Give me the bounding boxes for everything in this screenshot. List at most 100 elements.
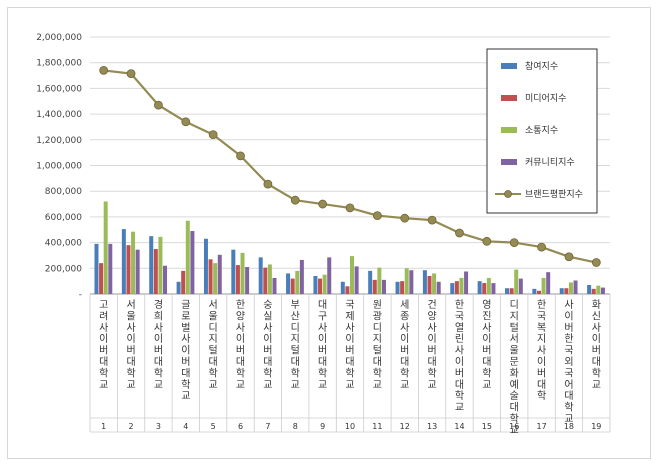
line-point: [537, 242, 546, 252]
bar: [518, 278, 523, 294]
category-index-label: 9: [320, 422, 325, 431]
legend-swatch-marker: [504, 190, 512, 198]
bar: [596, 285, 601, 294]
bar: [422, 270, 427, 294]
y-tick-label: 400,000: [45, 239, 82, 249]
category-index-label: 2: [129, 422, 134, 431]
bar: [381, 279, 386, 294]
bar: [568, 282, 573, 294]
y-tick-label: 1,000,000: [36, 162, 82, 172]
category-index-label: 10: [345, 422, 355, 431]
bar: [181, 270, 186, 294]
bar: [436, 281, 441, 294]
legend-label: 소통지수: [525, 125, 558, 136]
legend-label: 미디어지수: [525, 93, 566, 104]
bar: [587, 285, 592, 294]
bar: [345, 286, 350, 294]
category-index-label: 19: [591, 422, 601, 431]
line-point: [372, 211, 382, 221]
bar: [427, 276, 432, 294]
y-tick-label: 1,600,000: [36, 84, 82, 94]
bar: [240, 252, 245, 294]
bar: [404, 268, 409, 294]
line-point: [564, 252, 574, 262]
bar: [299, 259, 304, 294]
category-index-label: 18: [564, 422, 574, 431]
bar: [477, 281, 482, 294]
category-index-label: 17: [536, 422, 546, 431]
bar: [135, 249, 140, 294]
bar: [354, 266, 359, 294]
bar: [432, 273, 437, 294]
bar: [108, 243, 113, 294]
category-index-label: 12: [400, 422, 410, 431]
bar: [272, 277, 277, 294]
bar: [290, 278, 295, 294]
bar: [318, 278, 323, 294]
category-index-label: 1: [101, 422, 106, 431]
bar: [208, 259, 213, 294]
line-point: [290, 195, 300, 205]
category-index-label: 13: [427, 422, 437, 431]
y-tick-label: 1,800,000: [36, 59, 82, 69]
bar: [482, 283, 487, 294]
bar: [267, 264, 272, 294]
bar: [564, 288, 569, 294]
bar: [559, 288, 564, 294]
y-tick-label: 2,000,000: [36, 33, 82, 43]
bar: [286, 273, 291, 294]
bar: [231, 249, 236, 294]
bar: [591, 288, 596, 294]
legend-swatch: [501, 95, 517, 101]
bar: [350, 256, 354, 294]
bar: [409, 270, 414, 294]
line-point: [208, 130, 218, 140]
line-point: [427, 215, 437, 225]
line-point: [126, 69, 136, 79]
bar: [541, 277, 546, 294]
bar: [158, 236, 163, 294]
legend-swatch: [501, 127, 517, 133]
bar: [377, 267, 382, 294]
y-tick-label: 600,000: [45, 213, 82, 223]
category-index-label: 3: [156, 422, 161, 431]
bar: [491, 283, 496, 294]
bar: [509, 288, 514, 294]
bar: [327, 257, 332, 294]
line-point: [400, 213, 410, 223]
line-point: [154, 100, 163, 110]
line-point: [236, 151, 245, 161]
bar: [103, 201, 108, 294]
bar: [126, 245, 131, 294]
bar: [536, 290, 541, 294]
bar: [99, 263, 104, 294]
bar: [149, 236, 154, 294]
bar: [213, 263, 218, 294]
bar: [514, 269, 519, 294]
line-point: [455, 228, 464, 238]
line-point: [345, 203, 355, 213]
y-tick-label: 1,400,000: [36, 110, 82, 120]
bar: [400, 281, 405, 294]
y-tick-label: 200,000: [45, 264, 82, 274]
bar: [459, 277, 464, 294]
y-tick-label: -: [79, 290, 82, 300]
bar: [203, 238, 208, 294]
bar: [217, 254, 222, 294]
category-index-label: 7: [265, 422, 270, 431]
